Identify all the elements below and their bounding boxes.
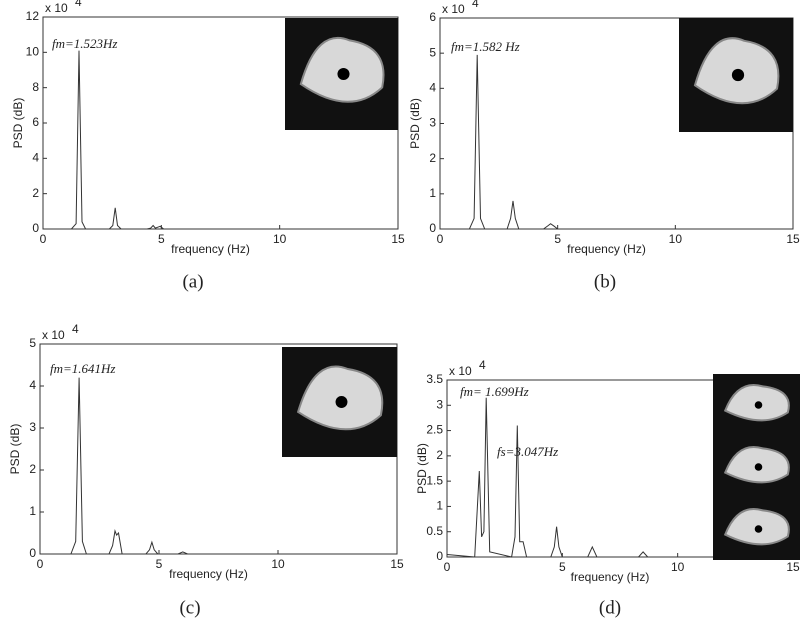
x-tick-label: 5 [158, 232, 165, 246]
y-tick-label: 2 [29, 462, 36, 476]
y-tick-label: 1.5 [426, 473, 443, 487]
y-tick-label: 5 [429, 45, 436, 59]
y-axis-label: PSD (dB) [415, 443, 429, 494]
x-tick-label: 15 [786, 232, 800, 246]
x-axis-label: frequency (Hz) [567, 242, 646, 256]
y-tick-label: 2 [32, 186, 39, 200]
axis-multiplier: x 10 [42, 328, 65, 342]
annotation: fm= 1.699Hz [460, 384, 529, 399]
y-axis-label: PSD (dB) [408, 98, 422, 149]
y-tick-label: 0 [429, 221, 436, 235]
annotation: fm=1.523Hz [52, 36, 117, 51]
annotation: fm=1.582 Hz [451, 39, 520, 54]
annotation: fs=3.047Hz [497, 444, 558, 459]
y-tick-label: 4 [32, 151, 39, 165]
y-tick-label: 2 [436, 448, 443, 462]
y-tick-label: 3.5 [426, 372, 443, 386]
axis-multiplier-exponent: 4 [479, 358, 486, 372]
y-tick-label: 8 [32, 80, 39, 94]
x-axis-label: frequency (Hz) [169, 567, 248, 581]
y-tick-label: 2 [429, 151, 436, 165]
x-axis-label: frequency (Hz) [571, 570, 650, 584]
axis-multiplier: x 10 [449, 364, 472, 378]
spectrum-line [40, 377, 397, 555]
y-tick-label: 3 [436, 397, 443, 411]
x-tick-label: 15 [391, 232, 405, 246]
y-tick-label: 0 [32, 221, 39, 235]
cell-nucleus [754, 463, 763, 471]
cell-nucleus [335, 396, 348, 408]
y-tick-label: 12 [26, 9, 40, 23]
panel-caption: (a) [182, 271, 203, 292]
x-tick-label: 10 [671, 560, 685, 574]
spectrum-line [43, 50, 398, 230]
spectrum-line [446, 397, 708, 558]
axis-multiplier-exponent: 4 [75, 0, 82, 9]
y-tick-label: 5 [29, 336, 36, 350]
x-tick-label: 5 [554, 232, 561, 246]
axis-multiplier-exponent: 4 [472, 0, 479, 10]
x-tick-label: 5 [559, 560, 566, 574]
y-tick-label: 10 [26, 45, 40, 59]
y-tick-label: 1 [429, 186, 436, 200]
x-tick-label: 0 [437, 232, 444, 246]
y-tick-label: 1 [29, 504, 36, 518]
y-tick-label: 4 [29, 378, 36, 392]
y-tick-label: 0 [436, 549, 443, 563]
axis-multiplier-exponent: 4 [72, 322, 79, 336]
panel-caption: (b) [594, 271, 616, 292]
spectrum-line [440, 54, 793, 230]
cell-nucleus [337, 67, 350, 81]
x-tick-label: 5 [156, 557, 163, 571]
y-axis-label: PSD (dB) [8, 424, 22, 475]
axis-multiplier: x 10 [442, 2, 465, 16]
panel-caption: (d) [599, 597, 621, 618]
cell-nucleus [754, 525, 763, 533]
x-tick-label: 10 [669, 232, 683, 246]
y-tick-label: 1 [436, 499, 443, 513]
x-tick-label: 15 [786, 560, 800, 574]
panel-caption: (c) [179, 597, 200, 618]
x-tick-label: 0 [444, 560, 451, 574]
cell-nucleus [754, 401, 763, 409]
y-tick-label: 6 [429, 10, 436, 24]
x-tick-label: 10 [273, 232, 287, 246]
cell-nucleus [731, 68, 745, 82]
y-tick-label: 0 [29, 546, 36, 560]
x-tick-label: 15 [390, 557, 404, 571]
axis-multiplier: x 10 [45, 1, 68, 15]
y-tick-label: 2.5 [426, 423, 443, 437]
x-axis-label: frequency (Hz) [171, 242, 250, 256]
x-tick-label: 0 [40, 232, 47, 246]
y-tick-label: 3 [429, 116, 436, 130]
y-tick-label: 0.5 [426, 524, 443, 538]
y-tick-label: 4 [429, 81, 436, 95]
x-tick-label: 0 [37, 557, 44, 571]
y-axis-label: PSD (dB) [11, 98, 25, 149]
x-tick-label: 10 [271, 557, 285, 571]
y-tick-label: 3 [29, 420, 36, 434]
y-tick-label: 6 [32, 115, 39, 129]
annotation: fm=1.641Hz [50, 361, 115, 376]
